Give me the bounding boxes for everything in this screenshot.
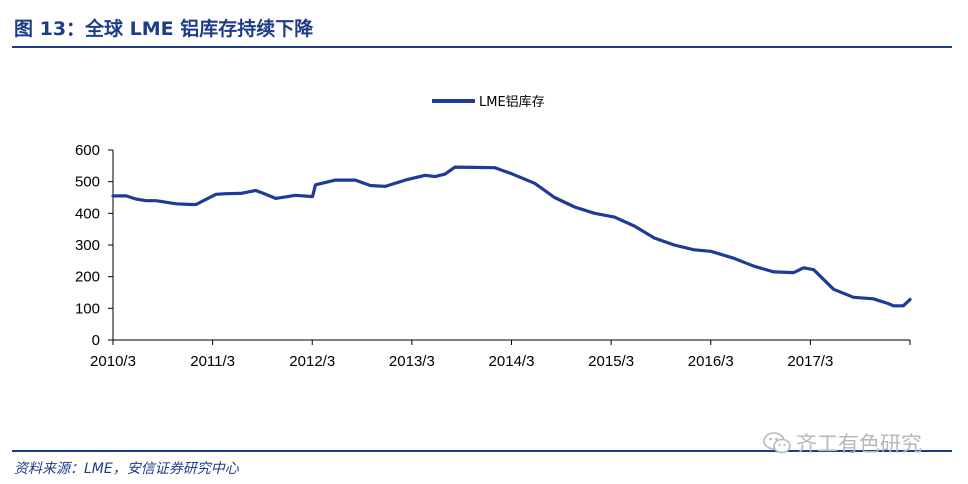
y-tick-label: 300 — [75, 237, 100, 254]
legend: LME铝库存 — [432, 94, 545, 110]
footer-divider — [12, 450, 952, 452]
legend-label: LME铝库存 — [479, 94, 545, 110]
title-divider — [12, 46, 952, 48]
axes: 0 100 200 300 400 500 600 2010/3 2011/3 2012/3 201… — [75, 142, 911, 370]
figure-title: 图 13：全球 LME 铝库存持续下降 — [14, 18, 314, 40]
y-tick-label: 0 — [92, 332, 100, 349]
x-tick-label: 2010/3 — [90, 353, 136, 370]
x-tick-label: 2013/3 — [389, 353, 435, 370]
series-group — [111, 165, 912, 308]
source-note: 资料来源：LME，安信证券研究中心 — [14, 461, 239, 477]
y-tick-label: 600 — [75, 142, 100, 159]
x-tick-label: 2014/3 — [489, 353, 535, 370]
x-tick-label: 2012/3 — [289, 353, 335, 370]
watermark: 齐工有色研究 — [762, 428, 922, 458]
x-tick-label: 2015/3 — [588, 353, 634, 370]
x-tick-label: 2011/3 — [190, 353, 235, 370]
y-tick-label: 100 — [75, 300, 100, 317]
series-line — [111, 165, 912, 308]
x-tick-label: 2017/3 — [787, 353, 833, 370]
y-tick-label: 500 — [75, 174, 100, 191]
x-tick-label: 2016/3 — [688, 353, 734, 370]
y-tick-label: 200 — [75, 269, 100, 286]
wechat-icon — [763, 432, 791, 454]
watermark-text: 齐工有色研究 — [796, 432, 922, 456]
y-tick-label: 400 — [75, 205, 100, 222]
